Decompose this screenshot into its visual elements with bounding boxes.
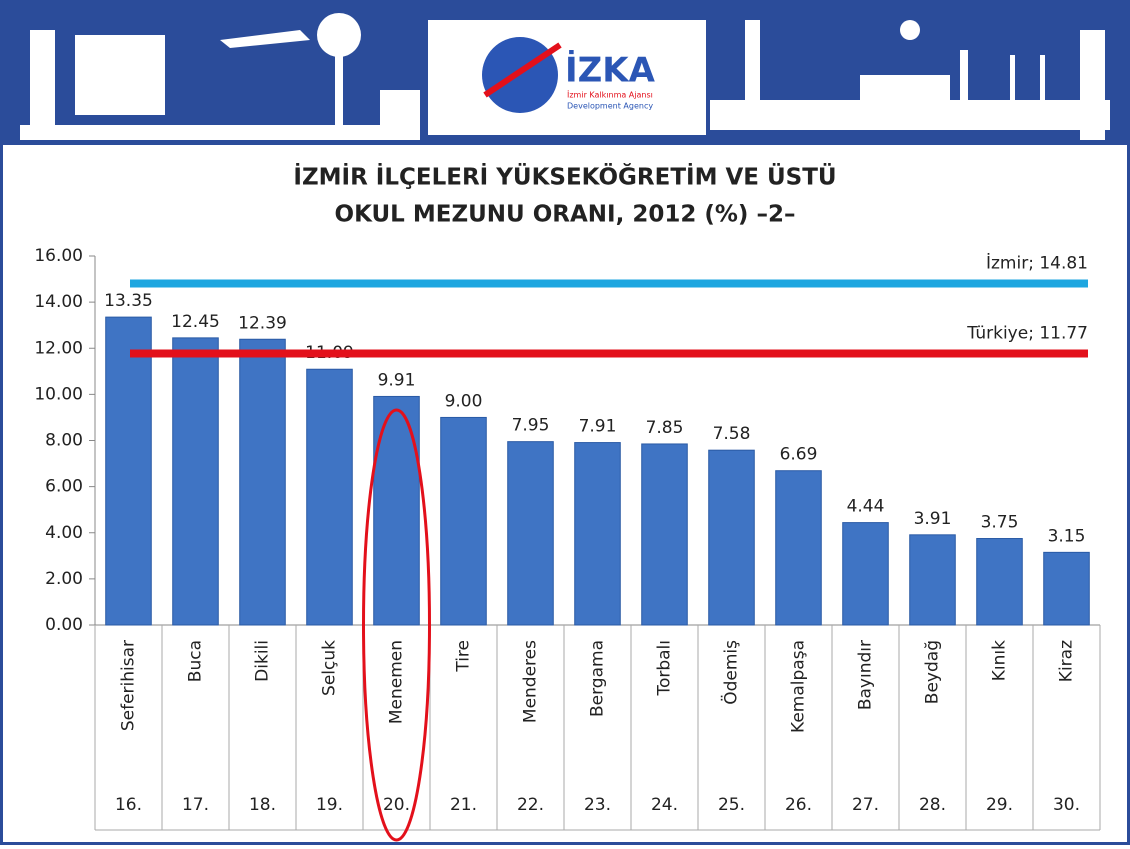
logo-text: İZKA xyxy=(565,50,656,91)
x-tick-label: Menderes xyxy=(521,640,541,723)
value-label: 12.39 xyxy=(238,313,287,333)
y-tick-label: 14.00 xyxy=(34,292,83,312)
y-tick-label: 0.00 xyxy=(45,615,83,635)
reference-label: İzmir; 14.81 xyxy=(986,252,1088,273)
x-tick-label: Beydağ xyxy=(923,640,943,704)
rank-label: 16. xyxy=(115,795,142,815)
reference-label: Türkiye; 11.77 xyxy=(966,324,1088,344)
y-tick-label: 16.00 xyxy=(34,246,83,266)
agency-en: Development Agency xyxy=(567,102,653,111)
rank-label: 20. xyxy=(383,795,410,815)
bar xyxy=(441,417,487,625)
chart-subtitle: OKUL MEZUNU ORANI, 2012 (%) –2– xyxy=(335,202,796,228)
agency-tr: İzmir Kalkınma Ajansı xyxy=(567,90,653,100)
chart-title: İZMİR İLÇELERİ YÜKSEKÖĞRETİM VE ÜSTÜ xyxy=(293,163,836,191)
value-label: 7.85 xyxy=(646,418,684,438)
x-tick-label: Buca xyxy=(186,640,206,682)
x-tick-label: Kiraz xyxy=(1057,640,1077,682)
rank-label: 27. xyxy=(852,795,879,815)
bar xyxy=(307,369,353,625)
bar xyxy=(1044,552,1090,625)
x-tick-label: Selçuk xyxy=(320,640,340,696)
rank-label: 19. xyxy=(316,795,343,815)
bar xyxy=(776,471,822,625)
value-label: 12.45 xyxy=(171,312,220,332)
bar xyxy=(106,317,152,625)
bar xyxy=(508,442,554,625)
rank-label: 29. xyxy=(986,795,1013,815)
value-label: 13.35 xyxy=(104,291,153,311)
value-label: 4.44 xyxy=(847,497,885,517)
page: İZKA İzmir Kalkınma Ajansı Development A… xyxy=(0,0,1130,849)
y-tick-label: 2.00 xyxy=(45,569,83,589)
rank-label: 28. xyxy=(919,795,946,815)
bar xyxy=(843,523,889,625)
value-label: 7.58 xyxy=(713,424,751,444)
bar xyxy=(575,443,621,625)
bar xyxy=(977,539,1023,625)
bar xyxy=(374,396,420,625)
y-tick-label: 8.00 xyxy=(45,431,83,451)
x-tick-label: Bayındır xyxy=(856,640,876,710)
value-label: 3.75 xyxy=(981,513,1019,533)
value-label: 7.95 xyxy=(512,416,550,436)
x-tick-label: Dikili xyxy=(253,640,273,682)
rank-label: 17. xyxy=(182,795,209,815)
rank-label: 24. xyxy=(651,795,678,815)
bar xyxy=(240,339,286,625)
value-label: 3.15 xyxy=(1048,526,1086,546)
rank-label: 25. xyxy=(718,795,745,815)
x-tick-label: Kemalpaşa xyxy=(789,640,809,733)
value-label: 9.00 xyxy=(445,391,483,411)
x-tick-label: Menemen xyxy=(387,640,407,724)
value-label: 9.91 xyxy=(378,370,416,390)
x-tick-label: Ödemiş xyxy=(720,640,742,705)
x-tick-label: Bergama xyxy=(588,640,608,717)
rank-label: 22. xyxy=(517,795,544,815)
y-tick-label: 10.00 xyxy=(34,384,83,404)
bar xyxy=(910,535,956,625)
rank-label: 23. xyxy=(584,795,611,815)
value-label: 7.91 xyxy=(579,417,617,437)
bar xyxy=(642,444,688,625)
x-tick-label: Seferihisar xyxy=(119,640,139,731)
x-tick-label: Kınık xyxy=(990,640,1010,681)
y-tick-label: 12.00 xyxy=(34,338,83,358)
bar xyxy=(173,338,219,625)
rank-label: 30. xyxy=(1053,795,1080,815)
x-tick-label: Tire xyxy=(454,640,474,673)
rank-label: 21. xyxy=(450,795,477,815)
bar xyxy=(709,450,755,625)
y-tick-label: 6.00 xyxy=(45,477,83,497)
value-label: 3.91 xyxy=(914,509,952,529)
x-tick-label: Torbalı xyxy=(655,640,675,697)
value-label: 6.69 xyxy=(780,445,818,465)
y-tick-label: 4.00 xyxy=(45,523,83,543)
rank-label: 18. xyxy=(249,795,276,815)
slide: İZKA İzmir Kalkınma Ajansı Development A… xyxy=(0,0,1130,845)
rank-label: 26. xyxy=(785,795,812,815)
